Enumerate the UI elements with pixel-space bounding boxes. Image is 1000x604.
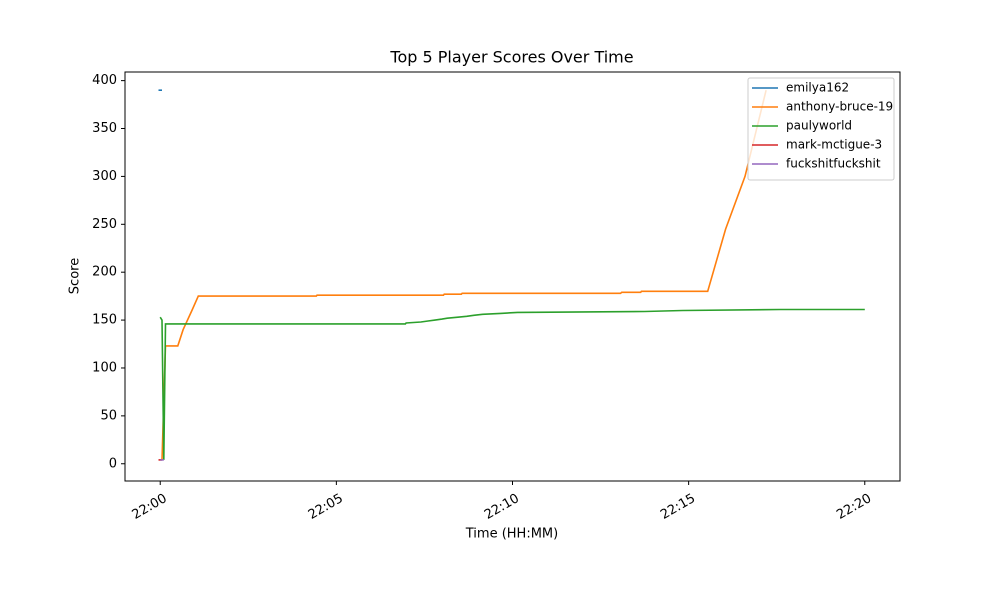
y-tick-label: 200 — [92, 265, 117, 280]
legend-label: fuckshitfuckshit — [786, 157, 881, 171]
line — [161, 90, 767, 460]
legend-box — [747, 77, 895, 181]
y-tick-label: 350 — [92, 121, 117, 136]
legend-label: paulyworld — [786, 119, 852, 133]
y-tick-label: 400 — [92, 73, 117, 88]
y-tick-label: 150 — [92, 313, 117, 328]
y-tick-label: 50 — [100, 408, 117, 423]
y-tick-label: 0 — [109, 456, 117, 471]
plot-frame — [124, 71, 901, 482]
x-axis-label: Time (HH:MM) — [465, 527, 558, 542]
chart-title: Top 5 Player Scores Over Time — [389, 48, 633, 67]
y-tick-label: 300 — [92, 169, 117, 184]
legend-label: anthony-bruce-19 — [786, 100, 893, 114]
y-axis-label: Score — [68, 258, 83, 294]
legend-label: emilya162 — [786, 81, 849, 95]
y-tick-label: 100 — [92, 360, 117, 375]
line — [159, 308, 865, 460]
legend: emilya162 anthony-bruce-19 paulyworld mark-… — [747, 77, 895, 181]
legend-label: mark-mctigue-3 — [786, 138, 882, 152]
y-tick-label: 250 — [92, 217, 117, 232]
